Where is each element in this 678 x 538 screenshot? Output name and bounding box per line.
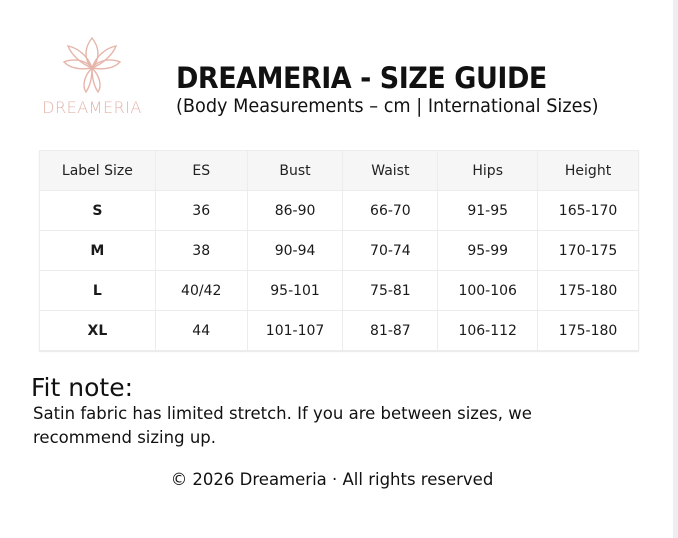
size-label-cell: M (39, 230, 156, 271)
column-header: Height (537, 150, 639, 191)
size-label-cell: XL (39, 310, 156, 351)
table-cell: 95-101 (246, 270, 344, 311)
page-title: DREAMERIA - SIZE GUIDE (176, 61, 547, 95)
table-cell: 66-70 (342, 190, 439, 231)
footer-copyright: © 2026 Dreameria · All rights reserved (170, 470, 494, 489)
table-cell: 36 (154, 190, 248, 231)
column-header: Hips (437, 150, 539, 191)
table-cell: 38 (154, 230, 248, 271)
size-table: Label Size ES Bust Waist Hips Height S 36… (39, 150, 639, 351)
fit-note-text: Satin fabric has limited stretch. If you… (33, 404, 532, 447)
size-label-cell: S (39, 190, 156, 231)
table-cell: 91-95 (437, 190, 539, 231)
table-header-row: Label Size ES Bust Waist Hips Height (39, 150, 639, 191)
column-header: Bust (246, 150, 344, 191)
table-cell: 100-106 (437, 270, 539, 311)
page-edge (673, 0, 678, 538)
logo-wordmark: DREAMERIA (42, 98, 142, 117)
table-cell: 175-180 (537, 270, 639, 311)
table-cell: 75-81 (342, 270, 439, 311)
table-cell: 170-175 (537, 230, 639, 271)
table-cell: 165-170 (537, 190, 639, 231)
table-cell: 81-87 (342, 310, 439, 351)
size-label-cell: L (39, 270, 156, 311)
table-cell: 101-107 (246, 310, 344, 351)
table-cell: 86-90 (246, 190, 344, 231)
column-header: Label Size (39, 150, 156, 191)
table-cell: 70-74 (342, 230, 439, 271)
table-row: S 36 86-90 66-70 91-95 165-170 (39, 190, 639, 231)
table-cell: 106-112 (437, 310, 539, 351)
table-cell: 90-94 (246, 230, 344, 271)
table-cell: 95-99 (437, 230, 539, 271)
table-cell: 44 (154, 310, 248, 351)
table-row: XL 44 101-107 81-87 106-112 175-180 (39, 310, 639, 351)
page-subtitle: (Body Measurements – cm | International … (176, 95, 599, 117)
fit-note-heading: Fit note: (31, 373, 134, 402)
table-row: M 38 90-94 70-74 95-99 170-175 (39, 230, 639, 271)
lotus-icon (62, 36, 122, 94)
table-cell: 175-180 (537, 310, 639, 351)
column-header: ES (154, 150, 248, 191)
table-row: L 40/42 95-101 75-81 100-106 175-180 (39, 270, 639, 311)
column-header: Waist (342, 150, 439, 191)
brand-logo: DREAMERIA (40, 34, 144, 118)
table-cell: 40/42 (154, 270, 248, 311)
